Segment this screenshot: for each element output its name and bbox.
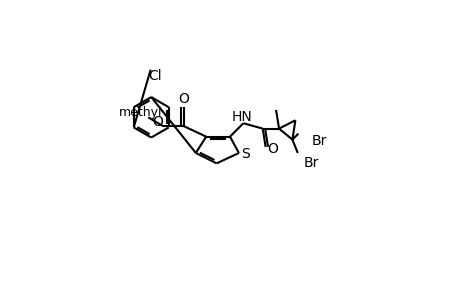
Text: S: S bbox=[241, 148, 249, 161]
Text: HN: HN bbox=[231, 110, 252, 124]
Text: Br: Br bbox=[311, 134, 326, 148]
Text: Br: Br bbox=[303, 156, 319, 170]
Text: O: O bbox=[178, 92, 189, 106]
Text: O: O bbox=[152, 115, 163, 129]
Text: methyl: methyl bbox=[119, 106, 162, 119]
Text: Cl: Cl bbox=[148, 69, 162, 83]
Text: O: O bbox=[267, 142, 278, 155]
